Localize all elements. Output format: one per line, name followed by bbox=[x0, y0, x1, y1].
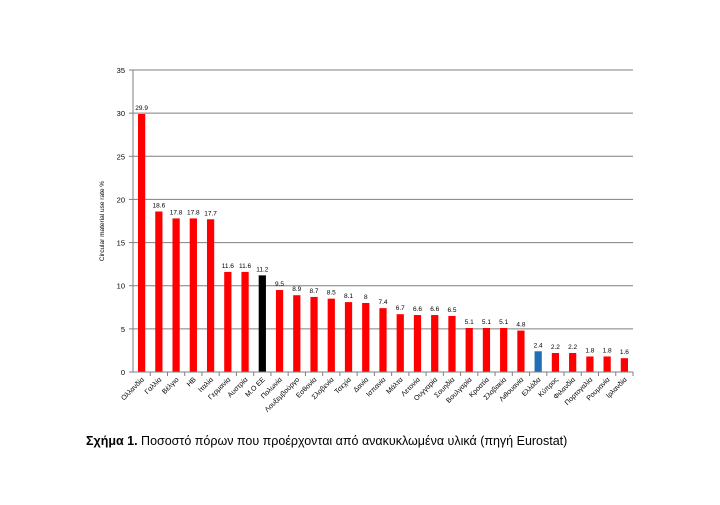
y-tick-label: 10 bbox=[117, 282, 125, 291]
bar bbox=[465, 327, 473, 372]
x-tick-label: Τσεχία bbox=[333, 376, 353, 396]
data-label: 5.1 bbox=[465, 319, 474, 326]
x-tick-label: Γαλλία bbox=[143, 376, 163, 396]
bar bbox=[448, 315, 456, 372]
data-label: 6.6 bbox=[413, 306, 422, 313]
bar bbox=[620, 358, 628, 372]
data-label: 6.5 bbox=[447, 307, 456, 314]
caption-text: Ποσοστό πόρων που προέρχονται από ανακυκ… bbox=[137, 434, 568, 448]
bar bbox=[138, 114, 146, 373]
bar bbox=[569, 353, 577, 372]
bar bbox=[362, 302, 370, 372]
bar bbox=[172, 218, 180, 372]
bar bbox=[413, 315, 422, 372]
bar bbox=[482, 327, 491, 372]
data-label: 8.5 bbox=[327, 290, 336, 297]
bar bbox=[379, 308, 387, 372]
data-label: 8.9 bbox=[292, 286, 301, 293]
bar bbox=[586, 356, 594, 372]
data-label: 4.8 bbox=[516, 322, 525, 329]
bar bbox=[344, 302, 353, 372]
y-tick-label: 20 bbox=[117, 195, 125, 204]
bar bbox=[603, 356, 611, 372]
data-label: 5.1 bbox=[499, 319, 508, 326]
bar bbox=[275, 290, 284, 372]
data-label: 18.6 bbox=[153, 203, 166, 210]
bar bbox=[534, 351, 542, 372]
bar bbox=[293, 295, 301, 372]
y-tick-label: 5 bbox=[121, 325, 125, 334]
bar bbox=[310, 296, 318, 372]
gridlines bbox=[129, 69, 634, 376]
bar bbox=[517, 330, 525, 372]
data-label: 1.8 bbox=[585, 347, 594, 354]
data-label: 6.6 bbox=[430, 306, 439, 313]
data-label: 17.8 bbox=[170, 209, 183, 216]
data-label: 6.7 bbox=[396, 305, 405, 312]
bar bbox=[224, 271, 232, 372]
bar bbox=[551, 353, 560, 372]
y-tick-label: 30 bbox=[117, 109, 125, 118]
data-label: 11.2 bbox=[256, 266, 269, 273]
y-axis-ticks: 0 5 10 15 20 25 30 35 bbox=[117, 66, 125, 377]
bar bbox=[241, 271, 249, 372]
y-tick-label: 35 bbox=[117, 66, 125, 75]
data-labels: 29.9 18.6 17.8 17.8 17.7 11.6 11.6 11.2 9.5 8.9 8.… bbox=[135, 105, 629, 356]
bar bbox=[431, 315, 439, 372]
bar bbox=[396, 314, 404, 372]
data-label: 29.9 bbox=[135, 105, 148, 112]
data-label: 9.5 bbox=[275, 281, 284, 288]
caption-label: Σχήμα 1. bbox=[86, 434, 138, 448]
bar bbox=[155, 211, 163, 372]
bar bbox=[258, 275, 266, 372]
y-tick-label: 25 bbox=[117, 152, 125, 161]
bars bbox=[138, 114, 628, 373]
data-label: 8 bbox=[364, 294, 368, 301]
bar bbox=[206, 219, 215, 372]
data-label: 17.7 bbox=[204, 210, 217, 217]
y-tick-label: 0 bbox=[121, 368, 125, 377]
bar bbox=[327, 298, 335, 372]
data-label: 11.6 bbox=[239, 263, 252, 270]
data-label: 8.7 bbox=[310, 288, 319, 295]
data-label: 2.2 bbox=[551, 344, 560, 351]
bar-chart: 0 5 10 15 20 25 30 35 29.9 18.6 17.8 17.8 17.7 11.6 1… bbox=[99, 66, 634, 414]
data-label: 7.4 bbox=[378, 299, 387, 306]
y-axis-label: Circular material use rate % bbox=[99, 181, 106, 261]
figure-caption: Σχήμα 1. Ποσοστό πόρων που προέρχονται α… bbox=[86, 434, 567, 448]
data-label: 2.4 bbox=[534, 342, 543, 349]
data-label: 1.6 bbox=[620, 349, 629, 356]
x-tick-label: Ισπανία bbox=[365, 376, 388, 399]
data-label: 2.2 bbox=[568, 344, 577, 351]
x-tick-label: Βέλγιο bbox=[161, 376, 181, 396]
data-label: 5.1 bbox=[482, 319, 491, 326]
x-tick-label: ΗΒ bbox=[186, 376, 198, 388]
bar bbox=[500, 327, 508, 372]
data-label: 1.8 bbox=[603, 347, 612, 354]
data-label: 17.8 bbox=[187, 209, 200, 216]
data-label: 8.1 bbox=[344, 293, 353, 300]
bar bbox=[189, 218, 197, 372]
y-tick-label: 15 bbox=[117, 239, 125, 248]
data-label: 11.6 bbox=[222, 263, 235, 270]
x-tick-label: Ολλανδία bbox=[120, 376, 146, 402]
